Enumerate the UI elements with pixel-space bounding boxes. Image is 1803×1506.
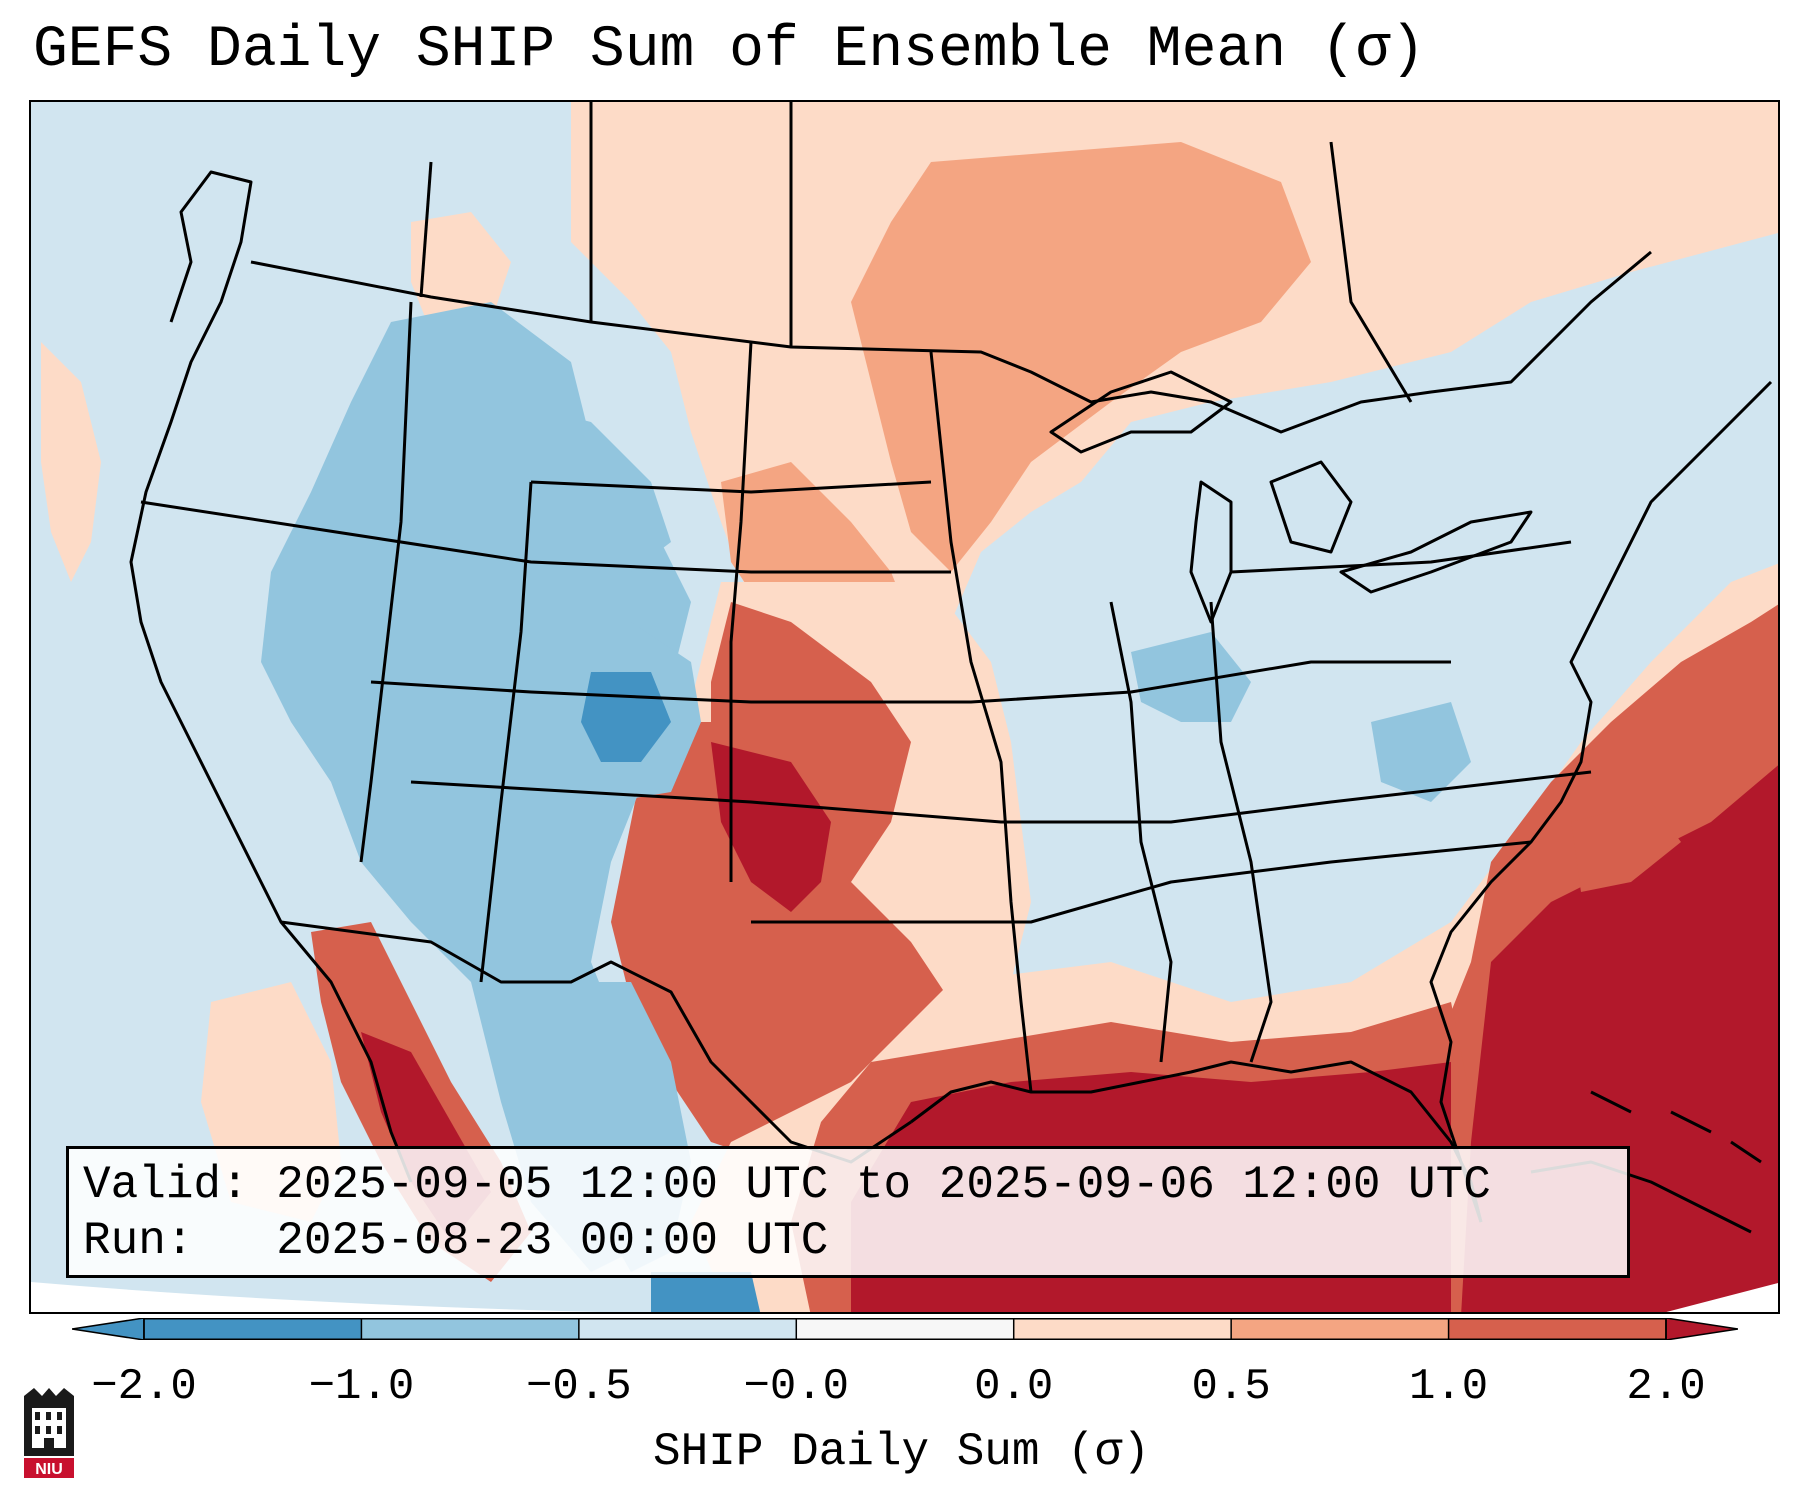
anomaly-appalachian-negative <box>1371 702 1471 802</box>
colorbar-bin <box>1013 1318 1232 1340</box>
colorbar-bin <box>1448 1318 1666 1340</box>
colorbar-extend-low <box>72 1318 145 1340</box>
canada-border <box>250 250 1652 434</box>
chart-title: GEFS Daily SHIP Sum of Ensemble Mean (σ) <box>33 18 1426 83</box>
colorbar-tick-label: −2.0 <box>91 1362 197 1412</box>
state-line-h4 <box>751 840 1532 924</box>
valid-label: Valid: <box>83 1159 249 1211</box>
colorbar-bin <box>1231 1318 1449 1340</box>
colorbar-tick-label: −0.0 <box>743 1362 850 1412</box>
state-line-h1 <box>140 500 951 574</box>
state-line-h3 <box>410 770 1592 824</box>
anomaly-hudson-light <box>411 212 511 332</box>
anomaly-wyoming-negative <box>511 402 671 572</box>
valid-value: 2025-09-05 12:00 UTC to 2025-09-06 12:00… <box>276 1159 1491 1211</box>
colorbar-bin <box>796 1318 1014 1340</box>
anomaly-texas-medium <box>611 722 951 1162</box>
anomaly-pacific-light <box>41 342 101 582</box>
canada-province-1 <box>419 161 433 298</box>
colorbar-bin <box>361 1318 579 1340</box>
colorbar-extend-high <box>1665 1318 1738 1340</box>
lake-superior <box>1049 370 1233 454</box>
map-canvas <box>31 102 1778 1312</box>
state-line-2 <box>479 481 533 983</box>
lake-michigan <box>1189 480 1233 624</box>
state-line-4 <box>929 351 1033 1093</box>
colorbar-segments <box>72 1318 1738 1340</box>
colorbar-label: SHIP Daily Sum (σ) <box>653 1426 1150 1478</box>
state-line-h2 <box>370 660 1451 704</box>
state-line-h6 <box>1230 540 1572 574</box>
projection-edge <box>31 1282 601 1312</box>
state-line-1 <box>359 301 413 863</box>
state-line-6 <box>1209 601 1273 1063</box>
colorbar-tick-label: 0.5 <box>1191 1362 1271 1412</box>
anomaly-north-light <box>571 102 1778 682</box>
lake-huron <box>1269 460 1353 554</box>
east-coast <box>1429 380 1773 1223</box>
colorbar-tick-label: −0.5 <box>526 1362 632 1412</box>
colorbar-tick-label: 0.0 <box>974 1362 1054 1412</box>
anomaly-atlantic-patch <box>1571 802 1681 892</box>
niu-logo-icon: NIU <box>24 1388 74 1478</box>
bahamas-outline <box>1590 1090 1762 1164</box>
colorbar-tick-label: 1.0 <box>1408 1362 1489 1412</box>
niu-logo: NIU <box>20 1386 78 1480</box>
projection-edge-right <box>1605 1282 1778 1312</box>
anomaly-north-medium <box>851 142 1311 572</box>
boundaries <box>129 102 1773 1234</box>
colorbar-bin <box>578 1318 797 1340</box>
state-line-5 <box>1109 601 1173 1063</box>
state-line-3 <box>729 341 753 882</box>
colorbar-tick-label: −1.0 <box>308 1362 415 1412</box>
colorbar-bin <box>144 1318 362 1340</box>
validity-box: Valid: 2025-09-05 12:00 UTC to 2025-09-0… <box>66 1146 1630 1278</box>
west-coast-outline <box>129 170 413 1183</box>
logo-text: NIU <box>35 1461 63 1478</box>
lake-erie-ontario <box>1339 510 1533 594</box>
colorbar <box>72 1318 1738 1340</box>
run-value: 2025-08-23 00:00 UTC <box>276 1215 829 1267</box>
run-label: Run: <box>83 1215 194 1267</box>
state-line-h5 <box>530 480 932 494</box>
canada-province-4 <box>1329 141 1413 403</box>
anomaly-mexico-strong <box>651 1272 761 1312</box>
colorbar-tick-label: 2.0 <box>1626 1362 1706 1412</box>
gulf-coast <box>910 1060 1483 1223</box>
map-panel <box>29 100 1780 1314</box>
anomaly-ohio-negative <box>1131 632 1251 722</box>
anomaly-texas-strong <box>711 742 831 912</box>
